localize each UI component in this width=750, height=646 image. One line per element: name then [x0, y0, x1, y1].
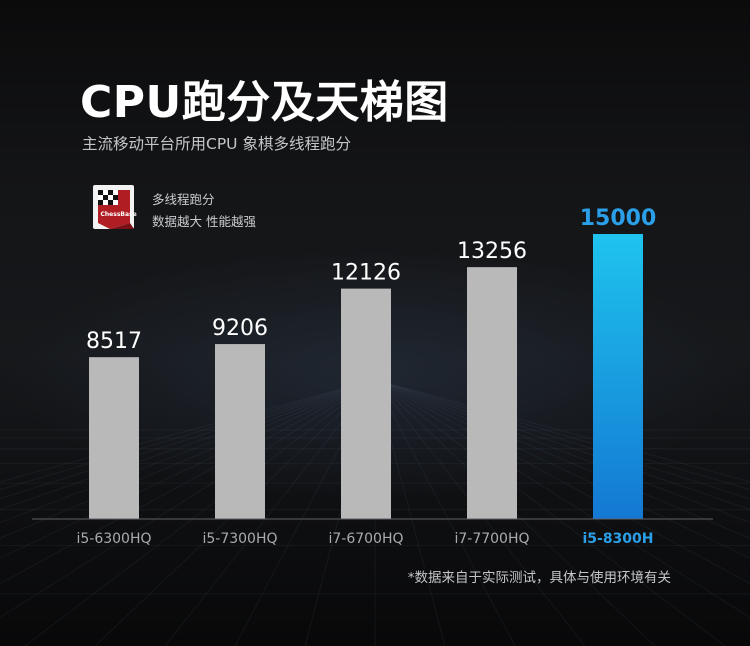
value-label-i7-7700HQ: 13256	[457, 239, 527, 264]
value-label-i5-8300H: 15000	[580, 206, 657, 231]
chessbase-logo-text: ChessBase	[101, 211, 137, 218]
category-label-i7-7700HQ: i7-7700HQ	[454, 531, 529, 547]
category-label-i5-7300HQ: i5-7300HQ	[202, 531, 277, 547]
page-subtitle: 主流移动平台所用CPU 象棋多线程跑分	[82, 135, 351, 153]
category-label-i7-6700HQ: i7-6700HQ	[328, 531, 403, 547]
legend: 多线程跑分 数据越大 性能越强	[152, 189, 256, 233]
bar-i7-6700HQ	[341, 288, 391, 519]
footnote: *数据来自于实际测试，具体与使用环境有关	[407, 570, 671, 586]
value-label-i5-7300HQ: 9206	[212, 316, 268, 341]
chessbase-logo-icon: ChessBase	[93, 185, 137, 229]
value-label-i7-6700HQ: 12126	[331, 261, 401, 286]
bar-i7-7700HQ	[467, 267, 517, 519]
legend-line-2: 数据越大 性能越强	[152, 214, 256, 229]
category-label-i5-6300HQ: i5-6300HQ	[76, 531, 151, 547]
value-label-i5-6300HQ: 8517	[86, 329, 142, 354]
bar-i5-8300H	[593, 234, 643, 519]
page-title: CPU跑分及天梯图	[80, 77, 449, 128]
bar-i5-7300HQ	[215, 344, 265, 519]
legend-line-1: 多线程跑分	[152, 192, 215, 207]
chessboard-icon	[98, 190, 118, 205]
category-label-i5-8300H: i5-8300H	[582, 531, 653, 547]
bar-i5-6300HQ	[89, 357, 139, 519]
